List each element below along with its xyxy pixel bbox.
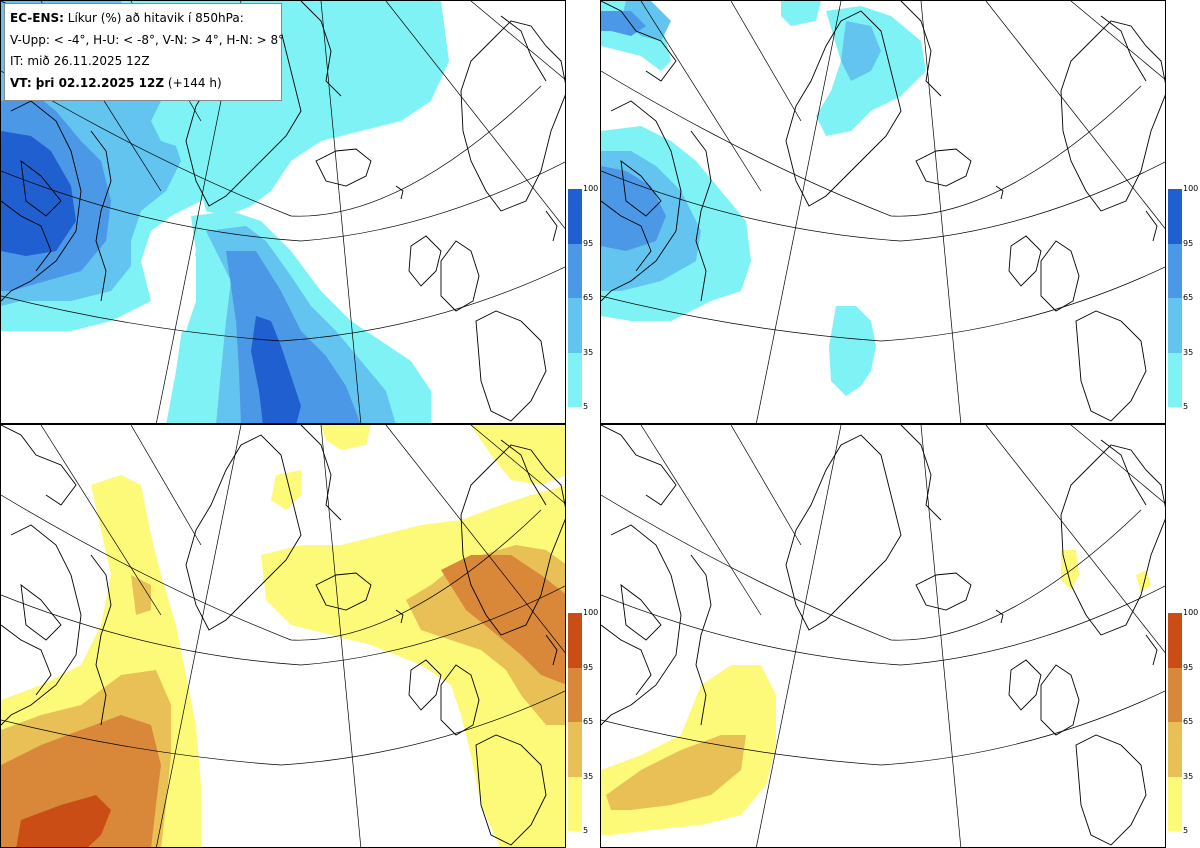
colorbar-warm-right: 100 95 65 35 5 [1168,609,1198,835]
colorbar-tick-label: 35 [1183,347,1194,357]
map-panel-v-upp: EC-ENS: Líkur (%) að hitavik í 850hPa: V… [0,0,566,424]
colorbar-tick-label: 95 [583,662,594,672]
colorbar-tick-label: 65 [1183,717,1194,726]
colorbar-tick-label: 100 [1183,608,1199,617]
map-canvas [1,425,565,847]
map-canvas [601,425,1165,847]
map-panel-h-n [600,424,1166,848]
title-line-3: IT: mið 26.11.2025 12Z [10,54,150,68]
colorbar-segment [568,667,582,722]
colorbar-tick-label: 5 [1183,402,1189,411]
probability-field [1,425,565,847]
title-line-4: VT: þri 02.12.2025 12Z (+144 h) [10,73,276,95]
colorbar-tick-label: 95 [1183,662,1194,672]
title-box: EC-ENS: Líkur (%) að hitavik í 850hPa: V… [4,3,285,101]
colorbar-segment [1168,776,1182,831]
map-canvas [601,1,1165,423]
probability-field [601,1,926,396]
colorbar-tick-label: 65 [583,293,594,302]
map-panel-h-u [600,0,1166,424]
colorbar-tick-label: 100 [1183,184,1199,193]
colorbar-tick-label: 35 [583,771,594,781]
colorbar-segment [568,776,582,831]
colorbar-tick-label: 5 [1183,826,1189,835]
title-description: Líkur (%) að hitavik í 850hPa: [63,11,244,25]
map-panel-v-n [0,424,566,848]
colorbar-cold-right: 100 95 65 35 5 [1168,185,1198,411]
lead-time: (+144 h) [164,75,222,90]
colorbar-segment [568,613,582,668]
colorbar-segment [1168,189,1182,244]
colorbar-segment [1168,667,1182,722]
colorbar-cold-left: 100 95 65 35 5 [568,185,598,411]
colorbar-tick-label: 95 [583,238,594,248]
colorbar-tick-label: 100 [583,184,599,193]
colorbar-segment [568,189,582,244]
colorbar-tick-label: 5 [583,826,589,835]
colorbar-warm-left: 100 95 65 35 5 [568,609,598,835]
valid-time: VT: þri 02.12.2025 12Z [10,75,165,90]
colorbar-tick-label: 65 [583,717,594,726]
title-model: EC-ENS: [10,11,64,25]
colorbar-tick-label: 35 [1183,771,1194,781]
title-line-2: V-Upp: < -4°, H-U: < -8°, V-N: > 4°, H-N… [10,32,285,47]
colorbar-tick-label: 5 [583,402,589,411]
colorbar-tick-label: 65 [1183,293,1194,302]
colorbar-segment [1168,298,1182,353]
colorbar-segment [568,298,582,353]
colorbar-segment [1168,352,1182,407]
colorbar-segment [568,722,582,777]
colorbar-segment [1168,613,1182,668]
colorbar-tick-label: 35 [583,347,594,357]
colorbar-tick-label: 100 [583,608,599,617]
colorbar-segment [568,243,582,298]
colorbar-tick-label: 95 [1183,238,1194,248]
probability-field [601,550,1151,835]
colorbar-segment [1168,243,1182,298]
title-line-1: EC-ENS: Líkur (%) að hitavik í 850hPa: [10,8,276,30]
colorbar-segment [568,352,582,407]
colorbar-segment [1168,722,1182,777]
